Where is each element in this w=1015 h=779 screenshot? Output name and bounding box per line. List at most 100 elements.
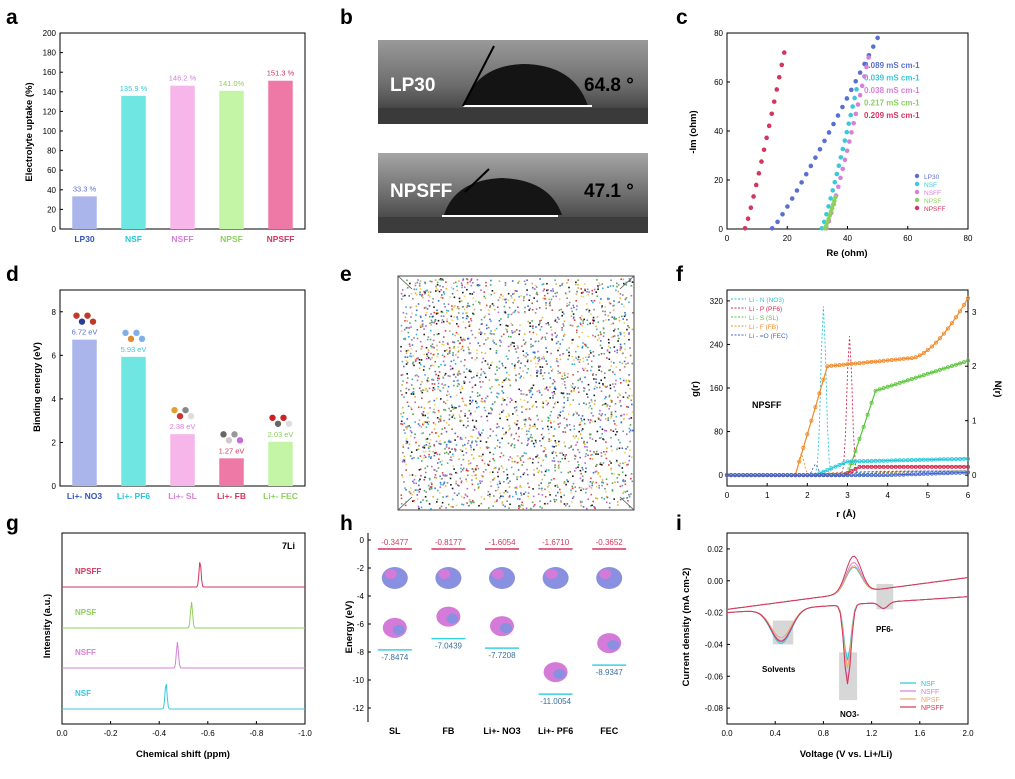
md-atom bbox=[608, 319, 610, 321]
md-atom bbox=[451, 406, 453, 408]
md-atom bbox=[583, 422, 586, 425]
panel-a-bar-label: 33.3 % bbox=[73, 184, 97, 193]
md-atom bbox=[433, 321, 435, 324]
md-atom bbox=[509, 494, 511, 497]
md-atom bbox=[571, 342, 573, 345]
md-atom bbox=[522, 473, 525, 476]
md-atom bbox=[594, 335, 597, 338]
panel-g-series-label: NSF bbox=[75, 689, 91, 698]
md-atom bbox=[455, 394, 458, 397]
md-atom bbox=[578, 430, 580, 433]
panel-f-y2tick-label: 3 bbox=[972, 308, 977, 317]
md-atom bbox=[596, 430, 599, 433]
panel-g-nucleus-label: 7Li bbox=[282, 541, 295, 551]
md-atom bbox=[601, 464, 603, 466]
tangent-npsff bbox=[464, 168, 490, 193]
md-atom bbox=[589, 450, 592, 452]
md-atom bbox=[426, 338, 429, 341]
md-atom bbox=[419, 468, 422, 470]
md-atom bbox=[548, 491, 551, 493]
md-atom bbox=[630, 294, 633, 297]
md-atom bbox=[504, 379, 507, 381]
md-atom bbox=[577, 466, 579, 469]
md-atom bbox=[423, 333, 425, 336]
md-atom bbox=[401, 423, 404, 426]
md-atom bbox=[463, 382, 466, 384]
md-atom bbox=[440, 483, 442, 486]
md-atom bbox=[430, 456, 432, 458]
md-atom bbox=[559, 414, 561, 417]
md-atom bbox=[458, 370, 460, 373]
md-atom bbox=[558, 426, 560, 428]
md-atom bbox=[415, 288, 418, 291]
panel-c-point bbox=[842, 138, 848, 143]
panel-a-ytick-label: 100 bbox=[43, 127, 57, 136]
md-atom bbox=[439, 492, 441, 494]
md-atom bbox=[488, 366, 490, 368]
md-atom bbox=[616, 431, 618, 433]
md-atom bbox=[566, 302, 568, 305]
panel-i-ytick-label: -0.08 bbox=[705, 704, 724, 713]
md-atom bbox=[413, 337, 415, 339]
md-atom bbox=[588, 309, 591, 312]
panel-f-marker bbox=[937, 471, 942, 476]
md-atom bbox=[409, 282, 411, 285]
md-atom bbox=[537, 370, 539, 373]
md-atom bbox=[558, 318, 560, 321]
md-atom bbox=[491, 303, 494, 305]
md-atom bbox=[476, 357, 478, 359]
md-atom bbox=[449, 477, 452, 480]
md-atom bbox=[539, 278, 541, 280]
md-atom bbox=[581, 415, 584, 417]
panel-f-marker bbox=[729, 473, 734, 478]
panel-f-marker bbox=[917, 353, 922, 358]
md-atom bbox=[437, 382, 440, 385]
panel-f-marker bbox=[869, 473, 874, 478]
md-atom bbox=[604, 313, 607, 316]
md-atom bbox=[582, 291, 584, 294]
md-atom bbox=[431, 345, 433, 348]
md-atom bbox=[457, 350, 460, 353]
md-atom bbox=[571, 310, 573, 313]
panel-f-marker bbox=[917, 471, 922, 476]
panel-i-ytick-label: -0.02 bbox=[705, 609, 724, 618]
md-atom bbox=[455, 281, 457, 284]
panel-c-point bbox=[838, 175, 843, 181]
md-atom bbox=[424, 414, 426, 417]
md-atom bbox=[458, 383, 460, 386]
md-atom bbox=[574, 455, 577, 458]
panel-a-bar bbox=[268, 80, 293, 229]
md-atom bbox=[415, 294, 418, 296]
md-atom bbox=[425, 311, 428, 314]
md-atom bbox=[405, 350, 408, 352]
md-atom bbox=[608, 395, 611, 398]
md-atom bbox=[514, 487, 517, 489]
md-atom bbox=[516, 478, 518, 481]
panel-f-marker bbox=[797, 473, 802, 478]
md-atom bbox=[438, 418, 441, 421]
md-atom bbox=[579, 469, 582, 472]
md-atom bbox=[589, 322, 591, 325]
md-atom bbox=[628, 505, 631, 508]
md-atom bbox=[587, 335, 590, 338]
md-atom bbox=[495, 327, 498, 330]
md-atom bbox=[547, 289, 549, 291]
panel-c-point bbox=[838, 155, 844, 160]
md-atom bbox=[583, 318, 585, 321]
md-atom bbox=[406, 377, 409, 379]
md-atom bbox=[545, 347, 547, 349]
md-atom bbox=[445, 281, 447, 283]
md-atom bbox=[599, 463, 602, 466]
md-atom bbox=[502, 298, 504, 301]
panel-f-marker bbox=[837, 462, 842, 467]
md-atom bbox=[583, 402, 585, 404]
md-atom bbox=[496, 369, 498, 371]
md-atom bbox=[411, 457, 413, 460]
md-atom bbox=[533, 423, 536, 426]
md-atom bbox=[560, 501, 562, 503]
panel-i-xtick-label: 2.0 bbox=[962, 729, 974, 738]
md-atom bbox=[548, 484, 550, 487]
md-atom bbox=[422, 413, 424, 416]
md-atom bbox=[427, 423, 430, 425]
md-atom bbox=[467, 417, 469, 419]
